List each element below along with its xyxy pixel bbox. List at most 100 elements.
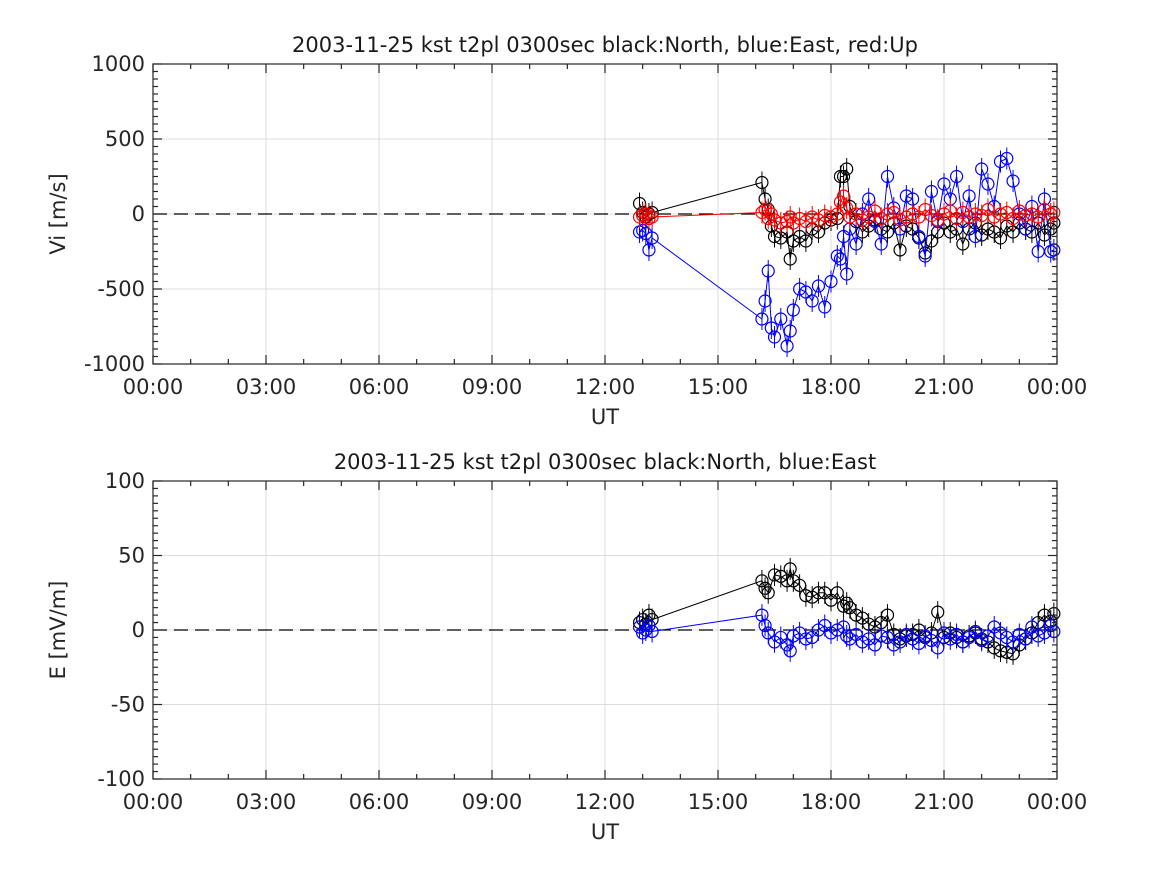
data-point-up (830, 207, 844, 221)
x-tick-label: 12:00 (575, 790, 636, 814)
data-point-east (824, 274, 838, 289)
chart-title-electric-field: 2003-11-25 kst t2pl 0300sec black:North,… (334, 450, 876, 474)
y-tick-label: -500 (97, 277, 145, 301)
data-point-north (783, 562, 797, 576)
data-point-north (758, 581, 772, 595)
data-point-up (764, 207, 778, 221)
data-point-east (836, 620, 851, 634)
y-axis-label-velocity: Vi [m/s] (46, 173, 70, 254)
data-point-east (862, 192, 876, 206)
x-tick-label: 06:00 (349, 375, 410, 399)
data-point-east (645, 231, 659, 245)
data-point-north (893, 243, 907, 257)
data-point-north (761, 586, 775, 600)
y-tick-label: 0 (132, 202, 145, 226)
data-point-east (833, 252, 848, 266)
x-tick-label: 00:00 (123, 790, 184, 814)
x-tick-label: 15:00 (688, 790, 749, 814)
data-point-east (755, 312, 769, 326)
series-up (632, 185, 1061, 234)
x-tick-label: 09:00 (462, 790, 523, 814)
data-point-east (840, 629, 854, 643)
data-point-east (761, 264, 775, 278)
panel-velocity: 2003-11-25 kst t2pl 0300sec black:North,… (46, 33, 1087, 429)
data-point-east (764, 321, 778, 335)
data-point-east (924, 184, 939, 199)
data-point-up (840, 201, 854, 215)
y-tick-label: 1000 (92, 52, 145, 76)
x-tick-label: 00:00 (123, 375, 184, 399)
data-point-north (880, 608, 895, 622)
data-point-north (840, 596, 854, 610)
data-point-east (645, 624, 659, 639)
data-point-north (755, 175, 769, 190)
ticks (152, 480, 1058, 780)
x-tick-label: 03:00 (236, 790, 297, 814)
data-point-north (836, 169, 851, 184)
data-point-east (962, 189, 976, 203)
data-point-east (783, 644, 797, 658)
series-north (632, 557, 1061, 665)
data-point-north (956, 237, 970, 251)
data-point-north (755, 574, 769, 588)
data-point-east (840, 267, 854, 281)
data-point-up (836, 189, 851, 203)
data-point-east (949, 169, 964, 184)
y-tick-label: 0 (132, 618, 145, 642)
data-point-north (783, 252, 797, 266)
series-east (632, 604, 1061, 662)
data-point-east (931, 641, 945, 655)
x-tick-label: 09:00 (462, 375, 523, 399)
data-point-east (780, 339, 794, 353)
x-tick-label: 21:00 (914, 375, 975, 399)
data-point-east (1000, 151, 1014, 166)
data-point-east (642, 243, 656, 257)
x-tick-label: 18:00 (801, 790, 862, 814)
x-tick-label: 15:00 (688, 375, 749, 399)
y-axis-label-electric-field: E [mV/m] (46, 581, 70, 680)
y-tick-label: -100 (97, 767, 145, 791)
y-tick-label: -1000 (84, 352, 145, 376)
data-point-north (993, 231, 1008, 245)
x-tick-label: 03:00 (236, 375, 297, 399)
x-axis-label-electric-field: UT (591, 820, 619, 844)
data-point-east (880, 169, 895, 184)
y-tick-label: 500 (105, 127, 145, 151)
data-point-east (758, 618, 772, 633)
data-point-east (1019, 632, 1033, 646)
data-point-east (774, 312, 788, 326)
x-tick-label: 12:00 (575, 375, 636, 399)
data-point-east (937, 177, 951, 191)
x-tick-label: 06:00 (349, 790, 410, 814)
data-point-east (912, 229, 926, 244)
data-point-north (799, 234, 813, 248)
data-point-east (811, 279, 826, 293)
data-point-east (918, 249, 932, 263)
x-tick-label: 00:00 (1027, 790, 1088, 814)
y-tick-label: 100 (105, 469, 145, 493)
data-point-east (874, 237, 888, 251)
series-line-east (639, 157, 1055, 347)
data-point-east (758, 294, 772, 308)
data-point-north (830, 586, 844, 600)
series-line-up (639, 194, 1055, 224)
y-tick-label: -50 (111, 693, 145, 717)
series-east (632, 147, 1061, 357)
data-point-east (818, 300, 832, 314)
x-tick-label: 00:00 (1027, 375, 1088, 399)
data-point-east (1006, 174, 1020, 188)
data-point-north (840, 162, 854, 176)
chart-title-velocity: 2003-11-25 kst t2pl 0300sec black:North,… (292, 33, 918, 57)
data-point-east (830, 249, 844, 263)
y-tick-label: 50 (118, 544, 145, 568)
data-point-up (645, 210, 659, 224)
data-point-up (783, 210, 797, 224)
data-point-east (786, 303, 800, 317)
data-point-east (642, 618, 656, 633)
data-point-north (931, 605, 945, 619)
data-point-east (783, 324, 797, 338)
data-point-east (767, 330, 782, 344)
data-point-east (981, 177, 995, 191)
data-point-east (968, 229, 982, 244)
